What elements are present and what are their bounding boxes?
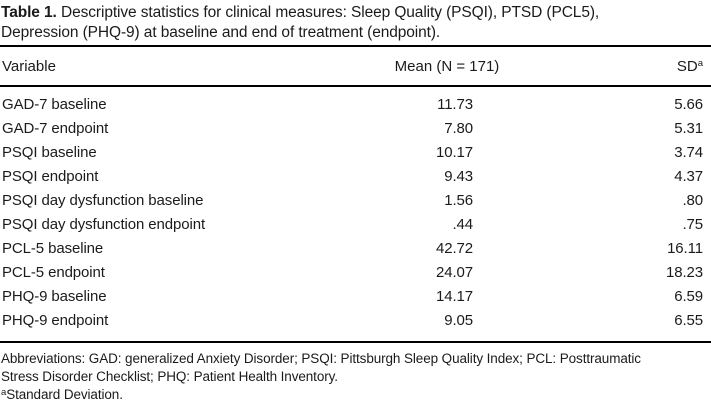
variable-cell: GAD-7 baseline	[2, 96, 107, 113]
abbreviations-note-line1: Abbreviations: GAD: generalized Anxiety …	[1, 351, 641, 366]
table-header: Variable Mean (N = 171) SDa	[0, 46, 711, 87]
sd-cell: 6.55	[674, 312, 703, 329]
variable-cell: PHQ-9 baseline	[2, 288, 107, 305]
table-row: PSQI day dysfunction baseline 1.56 .80	[0, 189, 711, 213]
column-header-mean-label: Mean (N = 171)	[394, 57, 500, 75]
table-row: GAD-7 baseline 11.73 5.66	[0, 86, 711, 117]
sd-cell: 16.11	[667, 240, 703, 257]
column-header-sd-label: SD	[676, 57, 698, 75]
mean-cell: 1.56	[444, 192, 473, 209]
table-row: PCL-5 endpoint 24.07 18.23	[0, 261, 711, 285]
mean-cell: .44	[452, 216, 473, 233]
variable-cell: PSQI day dysfunction endpoint	[2, 216, 206, 233]
sd-footnote-marker: a	[1, 386, 7, 398]
table-caption-text: Descriptive statistics for clinical meas…	[1, 4, 600, 41]
header-row: Variable Mean (N = 171) SDa	[0, 46, 711, 87]
table-row: GAD-7 endpoint 7.80 5.31	[0, 117, 711, 141]
mean-cell: 9.43	[444, 168, 473, 185]
mean-cell: 10.17	[435, 144, 473, 161]
table-caption: Table 1. Descriptive statistics for clin…	[1, 3, 669, 43]
sd-cell: 6.59	[674, 288, 703, 305]
sd-cell: .75	[682, 216, 703, 233]
column-header-sd: SDa	[491, 46, 711, 87]
mean-cell: 14.17	[435, 288, 473, 305]
mean-cell: 7.80	[444, 120, 473, 137]
table-row: PSQI day dysfunction endpoint .44 .75	[0, 213, 711, 237]
mean-cell: 24.07	[435, 264, 473, 281]
mean-cell: 42.72	[435, 240, 473, 257]
table-footnotes: Abbreviations: GAD: generalized Anxiety …	[1, 350, 711, 404]
table-row: PSQI endpoint 9.43 4.37	[0, 165, 711, 189]
variable-cell: GAD-7 endpoint	[2, 120, 109, 137]
sd-footnote-marker: a	[697, 58, 703, 70]
table-row: PCL-5 baseline 42.72 16.11	[0, 237, 711, 261]
table-row: PSQI baseline 10.17 3.74	[0, 141, 711, 165]
sd-cell: 3.74	[674, 144, 703, 161]
sd-definition-note: aStandard Deviation.	[1, 386, 711, 404]
descriptive-statistics-table: Variable Mean (N = 171) SDa GAD-7 baseli…	[0, 45, 711, 343]
variable-cell: PSQI endpoint	[2, 168, 99, 185]
table-row: PHQ-9 endpoint 9.05 6.55	[0, 309, 711, 342]
sd-cell: 4.37	[674, 168, 703, 185]
sd-cell: 5.66	[674, 96, 703, 113]
table-row: PHQ-9 baseline 14.17 6.59	[0, 285, 711, 309]
table-body: GAD-7 baseline 11.73 5.66 GAD-7 endpoint…	[0, 86, 711, 342]
sd-cell: .80	[682, 192, 703, 209]
column-header-variable: Variable	[0, 46, 341, 87]
mean-cell: 11.73	[437, 96, 473, 113]
variable-cell: PSQI day dysfunction baseline	[2, 192, 204, 209]
sd-cell: 5.31	[674, 120, 703, 137]
column-header-mean: Mean (N = 171)	[341, 46, 499, 87]
table-caption-label: Table 1.	[1, 4, 57, 21]
variable-cell: PCL-5 baseline	[2, 240, 104, 257]
sd-definition-text: Standard Deviation.	[6, 387, 123, 402]
variable-cell: PHQ-9 endpoint	[2, 312, 109, 329]
sd-cell: 18.23	[665, 264, 703, 281]
abbreviations-note-line2: Stress Disorder Checklist; PHQ: Patient …	[1, 369, 338, 384]
variable-cell: PCL-5 endpoint	[2, 264, 105, 281]
variable-cell: PSQI baseline	[2, 144, 97, 161]
mean-cell: 9.05	[444, 312, 473, 329]
